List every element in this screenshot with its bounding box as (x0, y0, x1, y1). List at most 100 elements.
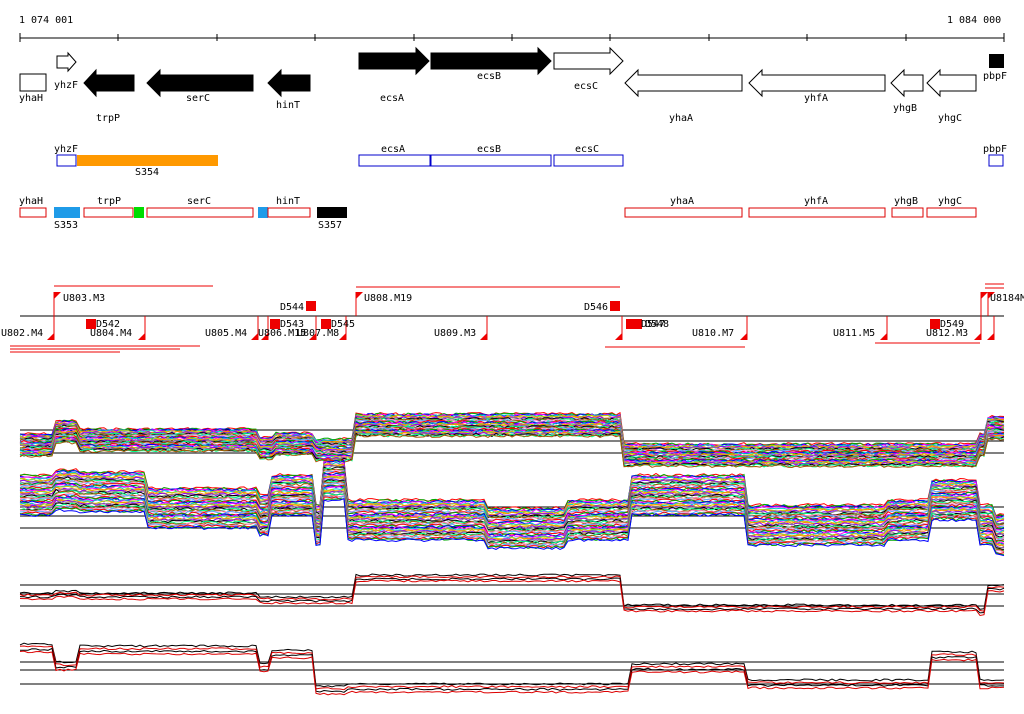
segment-label: U8184M (990, 293, 1024, 304)
gene-yhgB[interactable]: yhgB (890, 68, 924, 114)
green-marker[interactable] (134, 207, 144, 218)
expression-trace (19, 475, 1005, 533)
gene-yhzF[interactable]: yhzF (54, 51, 78, 91)
segment-label: D547 (641, 319, 665, 330)
segment-label: D548 (645, 319, 669, 330)
expression-trace (19, 498, 1005, 557)
expression-panel-2 (19, 457, 1005, 557)
expression-trace (19, 485, 1005, 544)
segment-label: U805.M4 (205, 328, 247, 339)
deletion-markers (86, 301, 940, 329)
ruler-start-label: 1 074 001 (19, 15, 73, 26)
operon-ecsC[interactable]: ecsC (553, 144, 624, 167)
operon-ecsB[interactable]: ecsB (430, 144, 552, 167)
expression-trace (19, 498, 1005, 556)
gene-hinT[interactable]: hinT (267, 68, 311, 111)
gene-yhaH[interactable]: yhaH (19, 73, 47, 104)
cds-label: yhaA (670, 196, 694, 207)
segment-label: U809.M3 (434, 328, 476, 339)
operon-label: ecsA (381, 144, 405, 155)
gene-label: yhfA (804, 93, 828, 104)
segment-label: D546 (584, 302, 608, 313)
segment-track: U803.M3 U808.M19 D544 D546 U8184M U802.M… (1, 283, 1024, 353)
segment-label: U811.M5 (833, 328, 875, 339)
segment-label: U808.M19 (364, 293, 412, 304)
gene-yhgC[interactable]: yhgC (926, 68, 977, 124)
expression-trace (19, 573, 1005, 610)
expression-trace (19, 650, 1005, 696)
expression-trace (19, 426, 1004, 461)
expression-trace (19, 577, 1005, 614)
gene-label: pbpF (983, 71, 1007, 82)
expression-trace (19, 647, 1004, 693)
segment-label: U803.M3 (63, 293, 105, 304)
gene-yhfA[interactable]: yhfA (748, 68, 886, 104)
expression-trace (20, 471, 1005, 530)
expression-trace (20, 490, 1005, 549)
gene-track: yhaH yhzF trpP serC hinT ecsA ec (19, 46, 1007, 124)
expression-trace (19, 645, 1005, 691)
cds-yhaA[interactable]: yhaA (624, 196, 743, 218)
segment-label: D549 (940, 319, 964, 330)
gene-label: ecsC (574, 81, 598, 92)
gene-label: yhgB (893, 103, 917, 114)
cds-yhaH[interactable]: yhaH (19, 196, 47, 218)
cds-label: hinT (276, 196, 300, 207)
expression-trace (19, 479, 1005, 538)
expression-panel-3 (19, 573, 1005, 617)
operon-label: ecsB (477, 144, 501, 155)
expression-trace (19, 492, 1005, 551)
cds-yhgC[interactable]: yhgC (926, 196, 977, 218)
cds-yhfA[interactable]: yhfA (748, 196, 886, 218)
cyan-marker[interactable] (258, 207, 268, 218)
region-label: S353 (54, 220, 78, 231)
gene-label: yhaA (669, 113, 693, 124)
cds-yhgB[interactable]: yhgB (891, 196, 924, 218)
gene-ecsA[interactable]: ecsA (358, 46, 430, 104)
gene-ecsC[interactable]: ecsC (553, 46, 624, 92)
expression-panel-1 (19, 411, 1005, 469)
segment-label: D545 (331, 319, 355, 330)
gene-serC[interactable]: serC (146, 68, 254, 104)
ruler-end-label: 1 084 000 (947, 15, 1001, 26)
gene-pbpF[interactable]: pbpF (983, 54, 1007, 82)
cds-label: trpP (97, 196, 121, 207)
expression-trace (19, 433, 1005, 469)
expression-trace (19, 468, 1005, 526)
operon-yhzF[interactable]: yhzF (54, 144, 78, 167)
region-S353[interactable]: S353 (54, 207, 80, 231)
operon-label: yhzF (54, 144, 78, 155)
segment-boundary-lower (47, 316, 995, 340)
segment-label: U810.M7 (692, 328, 734, 339)
operon-track: yhzF S354 ecsA ecsB ecsC pbpF (54, 144, 1007, 178)
operon-pbpF[interactable]: pbpF (983, 144, 1007, 167)
cds-track: yhaH S353 trpP serC hinT S357 yhaA (19, 196, 977, 231)
cds-hinT[interactable]: hinT (267, 196, 311, 218)
region-label: S354 (135, 167, 159, 178)
region-S354[interactable]: S354 (77, 155, 218, 178)
expression-trace (19, 469, 1005, 527)
gene-label: ecsA (380, 93, 404, 104)
operon-ecsA[interactable]: ecsA (358, 144, 431, 167)
expression-trace (19, 495, 1005, 555)
segment-label: D542 (96, 319, 120, 330)
expression-trace (19, 486, 1005, 545)
gene-label: hinT (276, 100, 300, 111)
region-S357[interactable]: S357 (317, 207, 347, 231)
cds-trpP[interactable]: trpP (83, 196, 134, 218)
gene-trpP[interactable]: trpP (83, 68, 135, 124)
cds-label: yhaH (19, 196, 43, 207)
expression-trace (19, 433, 1005, 468)
gene-ecsB[interactable]: ecsB (430, 46, 552, 82)
segment-label: U804.M4 (90, 328, 132, 339)
coordinate-ruler: 1 074 001 1 084 000 (19, 15, 1005, 42)
ruler-ticks (19, 33, 1005, 42)
expression-trace (19, 414, 1005, 449)
cds-serC[interactable]: serC (146, 196, 254, 218)
cds-label: yhgC (938, 196, 962, 207)
gene-label: serC (186, 93, 210, 104)
gene-yhaA[interactable]: yhaA (624, 68, 743, 124)
expression-trace (19, 469, 1005, 529)
segment-label: U802.M4 (1, 328, 43, 339)
